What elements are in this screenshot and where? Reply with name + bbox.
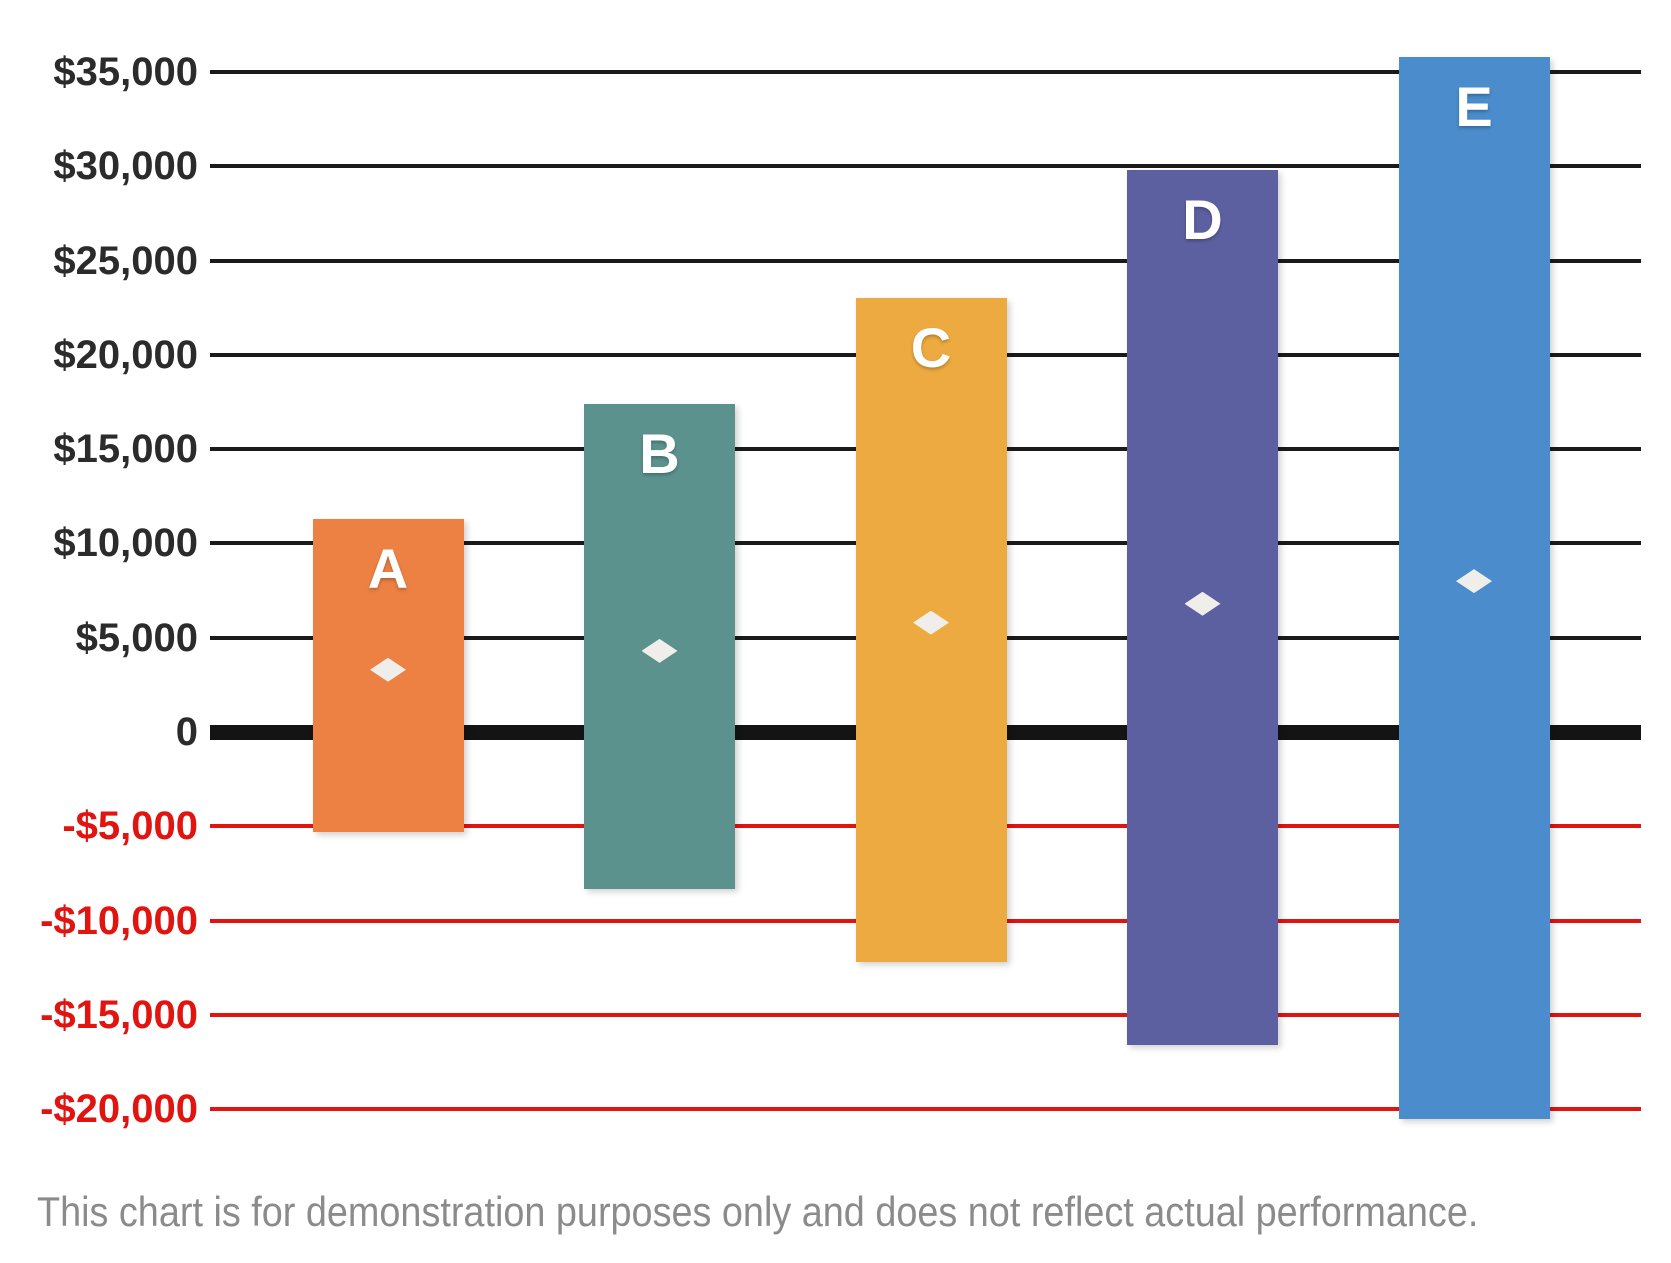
diamond-marker-D xyxy=(1184,591,1221,616)
y-tick-label-0: 0 xyxy=(175,710,198,754)
gridline-35000 xyxy=(210,69,1641,74)
bar-label-B: B xyxy=(639,421,680,485)
y-tick-label-neg20000: -$20,000 xyxy=(40,1087,198,1132)
diamond-marker-E xyxy=(1456,569,1492,594)
y-tick-label-20000: $20,000 xyxy=(53,332,198,377)
y-tick-label-neg5000: -$5,000 xyxy=(62,804,198,849)
bar-B: B xyxy=(584,403,735,889)
bar-E: E xyxy=(1398,56,1550,1119)
diamond-marker-B xyxy=(641,638,678,663)
bar-D: D xyxy=(1127,169,1278,1046)
diamond-marker-C xyxy=(913,610,949,635)
y-tick-label-neg15000: -$15,000 xyxy=(40,992,198,1037)
gridline-neg20000 xyxy=(210,1107,1641,1112)
bar-label-C: C xyxy=(910,316,952,380)
gridline-neg15000 xyxy=(210,1012,1641,1017)
y-tick-label-15000: $15,000 xyxy=(53,427,198,472)
diamond-marker-A xyxy=(370,657,406,682)
bar-label-A: A xyxy=(367,536,409,600)
chart-caption: This chart is for demonstration purposes… xyxy=(37,1188,1479,1235)
y-tick-label-10000: $10,000 xyxy=(53,521,198,566)
y-tick-label-30000: $30,000 xyxy=(53,144,198,189)
y-tick-label-35000: $35,000 xyxy=(53,49,198,94)
y-tick-label-5000: $5,000 xyxy=(75,615,198,660)
y-tick-label-25000: $25,000 xyxy=(53,238,198,283)
gridline-25000 xyxy=(210,258,1641,263)
bar-label-D: D xyxy=(1182,187,1223,251)
bar-A: A xyxy=(312,518,464,832)
bar-C: C xyxy=(855,298,1007,963)
y-tick-label-neg10000: -$10,000 xyxy=(40,898,198,943)
bar-label-E: E xyxy=(1455,74,1493,138)
gridline-30000 xyxy=(210,164,1641,169)
